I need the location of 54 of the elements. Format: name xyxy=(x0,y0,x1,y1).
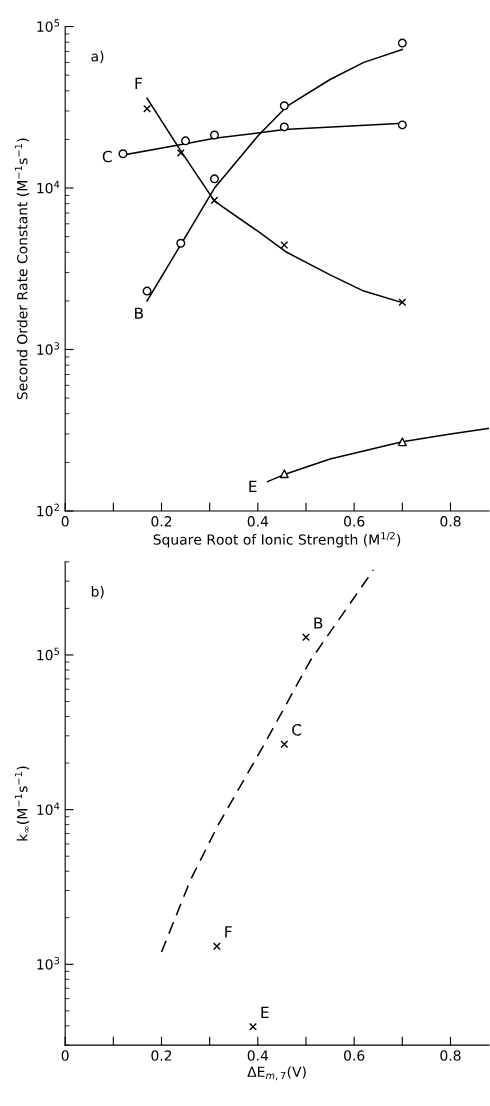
x-tick-label: 0.2 xyxy=(151,516,172,527)
series-label: F xyxy=(225,926,232,938)
y-tick-label: 10$^{4}$ xyxy=(37,802,60,816)
series-label: C xyxy=(292,724,302,736)
point xyxy=(209,174,219,184)
point xyxy=(279,101,289,111)
point xyxy=(176,238,186,248)
point xyxy=(397,38,407,48)
series-label: B xyxy=(135,307,143,319)
series-label: C xyxy=(102,150,112,163)
x-tick-label: 0.4 xyxy=(247,1050,269,1061)
x-tick-label: 0.4 xyxy=(247,516,269,527)
point xyxy=(249,1022,257,1031)
x-axis-title: ΔE$_{m,7}$(V) xyxy=(247,1066,306,1081)
x-tick-label: 0.6 xyxy=(344,516,365,527)
x-tick-label: 0.6 xyxy=(344,1050,365,1061)
series-label: B xyxy=(314,617,323,629)
x-tick-label: 0 xyxy=(61,1050,69,1061)
line-series xyxy=(160,569,375,953)
point xyxy=(143,104,152,113)
x-axis-title: Square Root of Ionic Strength (M$^{1/2}$) xyxy=(153,532,401,548)
point xyxy=(209,130,219,140)
point xyxy=(212,942,221,951)
point xyxy=(142,286,152,296)
point xyxy=(397,120,407,130)
point xyxy=(279,122,289,132)
annotation: b) xyxy=(91,586,104,599)
point xyxy=(280,241,289,250)
x-tick-label: 0.2 xyxy=(151,1050,172,1061)
y-tick-label: 10$^{5}$ xyxy=(37,647,60,661)
point xyxy=(176,148,185,157)
series-label: E xyxy=(261,1006,269,1018)
point xyxy=(397,437,407,447)
point xyxy=(118,149,128,159)
x-tick-label: 0.8 xyxy=(440,1050,461,1061)
point xyxy=(210,196,219,205)
annotation: a) xyxy=(91,50,104,64)
point xyxy=(302,633,310,642)
y-axis-title: k$_{∞}$(M$^{−1}$s$^{−1}$) xyxy=(14,766,30,841)
y-axis-title: Second Order Rate Constant (M$^{−1}$s$^{−1}$) xyxy=(14,138,30,400)
point xyxy=(280,740,289,749)
y-tick-label: 10$^{3}$ xyxy=(37,956,60,970)
x-tick-label: 0 xyxy=(61,516,69,527)
point xyxy=(181,136,191,146)
point xyxy=(398,298,407,307)
series-label: F xyxy=(135,77,142,89)
point xyxy=(279,469,289,479)
x-tick-label: 0.8 xyxy=(440,516,461,527)
y-tick-label: 10$^{2}$ xyxy=(37,503,59,517)
y-tick-label: 10$^{3}$ xyxy=(37,342,60,355)
y-tick-label: 10$^{5}$ xyxy=(37,19,60,32)
y-tick-label: 10$^{4}$ xyxy=(37,180,60,194)
line-series xyxy=(266,427,490,483)
series-label: E xyxy=(249,480,257,492)
